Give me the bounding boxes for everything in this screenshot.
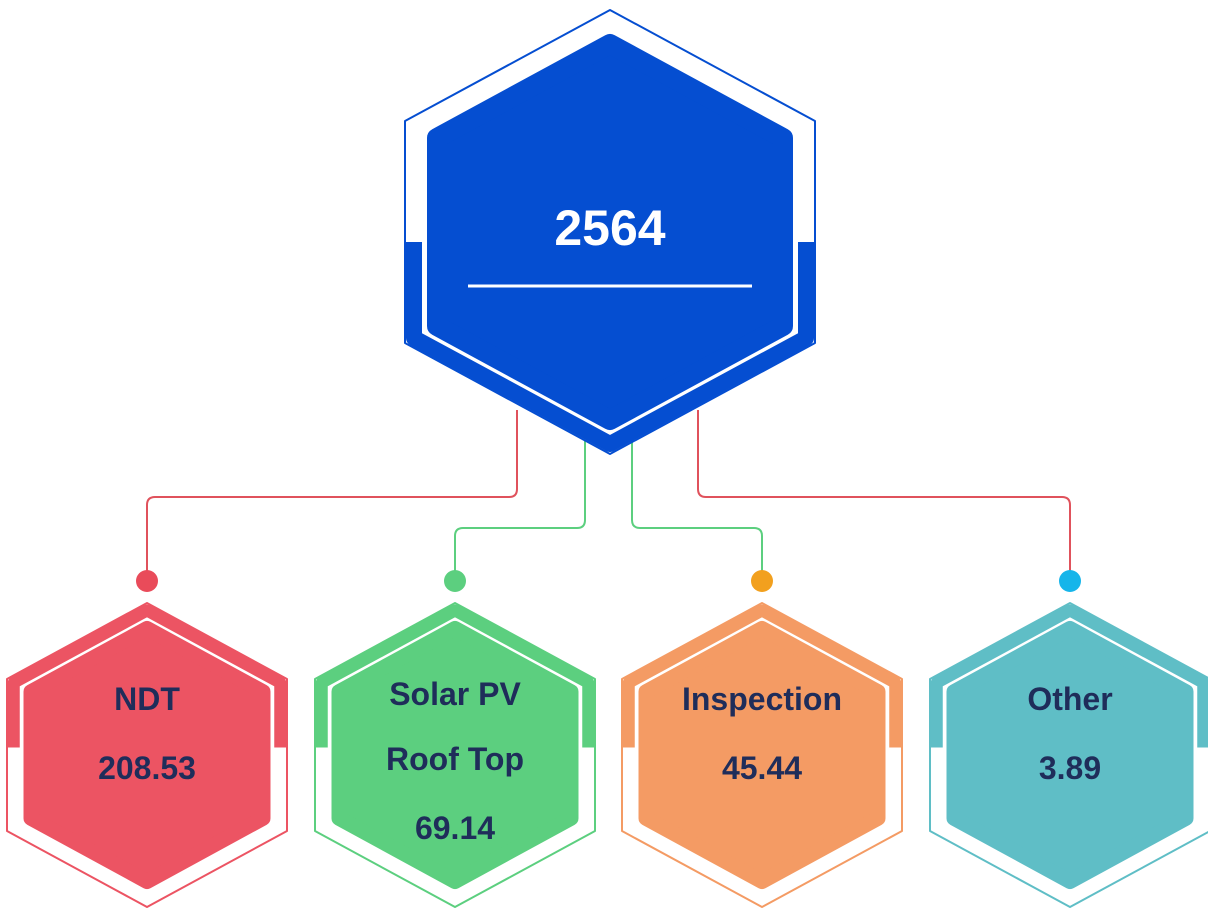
root-value: 2564: [554, 200, 666, 256]
ring-band: [315, 604, 595, 748]
ring-band: [622, 604, 902, 748]
child-text: Inspection 45.44: [662, 667, 862, 804]
child-value: 208.53: [98, 750, 196, 786]
node-dot: [751, 570, 773, 592]
hexagon: [638, 621, 886, 889]
ring-band: [930, 604, 1208, 748]
connector: [631, 425, 763, 580]
child-value: 69.14: [414, 810, 496, 846]
child-value: 3.89: [1038, 750, 1102, 786]
ring-band: [406, 242, 814, 452]
ring-band: [7, 604, 287, 748]
connector: [697, 410, 1071, 580]
connector: [454, 425, 586, 580]
child-value: 45.44: [721, 750, 803, 786]
child-label: Inspection: [681, 681, 842, 717]
hexagon: [946, 621, 1194, 889]
hexagon: [427, 34, 793, 430]
hexagon: [23, 621, 271, 889]
node-dot: [136, 570, 158, 592]
hexagon: [331, 621, 579, 889]
child-text: NDT 208.53: [47, 667, 247, 804]
child-text: Other 3.89: [970, 667, 1170, 804]
child-text: Solar PV Roof Top 69.14: [355, 662, 555, 864]
node-dot: [444, 570, 466, 592]
child-label: Solar PV Roof Top: [385, 676, 524, 777]
connector: [146, 410, 518, 580]
node-dot: [1059, 570, 1081, 592]
child-label: Other: [1027, 681, 1113, 717]
child-label: NDT: [114, 681, 180, 717]
